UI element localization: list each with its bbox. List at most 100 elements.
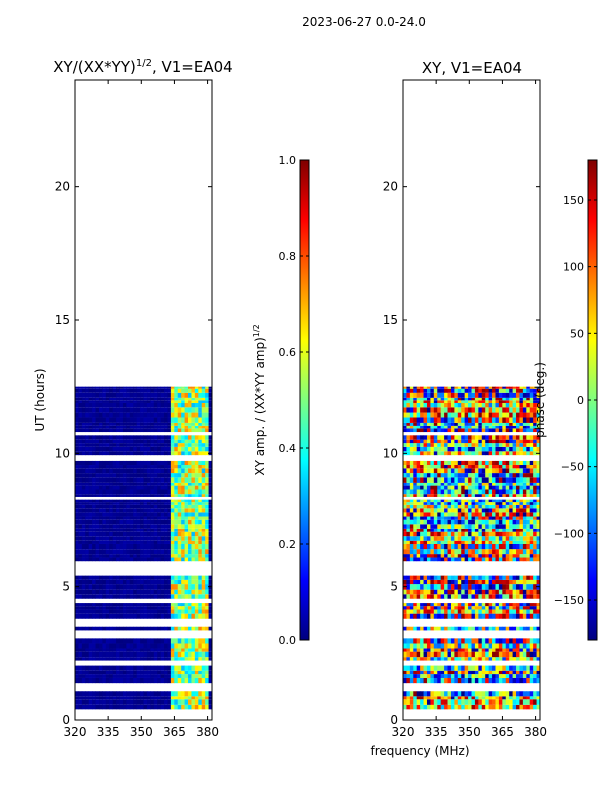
amp-cell bbox=[126, 557, 131, 562]
phase-cell bbox=[454, 699, 459, 705]
amp-cell bbox=[146, 704, 151, 710]
amp-cell bbox=[98, 519, 103, 525]
amp-cell bbox=[136, 439, 141, 444]
phase-cell bbox=[488, 704, 493, 710]
phase-cell bbox=[403, 674, 407, 678]
amp-cell bbox=[157, 422, 162, 426]
amp-cell bbox=[177, 670, 182, 675]
phase-cell bbox=[450, 579, 455, 585]
amp-cell bbox=[198, 643, 203, 649]
phase-cell bbox=[440, 435, 445, 440]
phase-cell bbox=[468, 485, 472, 490]
amp-cell bbox=[140, 489, 144, 495]
amp-cell bbox=[102, 674, 107, 678]
phase-cell bbox=[406, 670, 411, 675]
phase-cell bbox=[533, 412, 537, 418]
phase-cell bbox=[406, 528, 411, 532]
amp-cell bbox=[164, 504, 168, 509]
amp-cell bbox=[119, 468, 124, 474]
amp-cell bbox=[153, 446, 158, 452]
amp-cell bbox=[153, 494, 158, 497]
amp-cell bbox=[208, 402, 213, 408]
amp-cell bbox=[133, 594, 138, 599]
amp-cell bbox=[116, 606, 120, 610]
phase-cell bbox=[416, 422, 421, 426]
amp-cell bbox=[146, 468, 151, 474]
phase-cell bbox=[450, 626, 455, 631]
amp-cell bbox=[112, 651, 117, 658]
amp-cell bbox=[75, 468, 79, 474]
amp-cell bbox=[105, 651, 110, 658]
amp-cell bbox=[92, 425, 96, 429]
phase-cell bbox=[498, 657, 503, 661]
amp-cell bbox=[164, 400, 168, 403]
phase-cell bbox=[505, 482, 510, 486]
amp-cell bbox=[102, 422, 107, 426]
phase-cell bbox=[536, 425, 541, 429]
phase-cell bbox=[437, 422, 442, 426]
phase-cell bbox=[403, 428, 407, 433]
amp-cell bbox=[143, 412, 148, 418]
amp-cell bbox=[136, 531, 141, 537]
phase-cell bbox=[526, 670, 531, 675]
phase-cell bbox=[533, 594, 537, 599]
phase-cell bbox=[409, 446, 414, 452]
phase-cell bbox=[464, 485, 469, 490]
amp-cell bbox=[105, 609, 110, 614]
amp-cell bbox=[170, 691, 175, 697]
phase-cell bbox=[481, 643, 486, 649]
amp-cell bbox=[102, 575, 107, 580]
amp-cell bbox=[167, 388, 172, 393]
phase-cell bbox=[488, 494, 493, 497]
amp-cell bbox=[174, 512, 179, 517]
phase-cell bbox=[420, 477, 424, 483]
amp-cell bbox=[208, 657, 213, 661]
amp-cell bbox=[112, 392, 117, 398]
amp-cell bbox=[95, 439, 100, 444]
amp-cell bbox=[174, 651, 179, 658]
amp-cell bbox=[150, 626, 155, 631]
amp-cell bbox=[153, 400, 158, 403]
phase-cell bbox=[413, 417, 418, 423]
amp-cell bbox=[78, 575, 83, 580]
amp-cell bbox=[98, 594, 103, 599]
amp-cell bbox=[164, 613, 168, 619]
phase-cell bbox=[413, 494, 418, 497]
amp-cell bbox=[177, 657, 182, 661]
amp-cell bbox=[112, 446, 117, 452]
phase-cell bbox=[502, 575, 507, 580]
amp-cell bbox=[153, 502, 158, 505]
phase-cell bbox=[533, 473, 537, 478]
amp-cell bbox=[164, 402, 168, 408]
amp-cell bbox=[188, 670, 192, 675]
phase-cell bbox=[509, 603, 514, 607]
amp-cell bbox=[191, 473, 196, 478]
amp-cell bbox=[98, 502, 103, 505]
phase-cell bbox=[450, 412, 455, 418]
amp-cell bbox=[105, 460, 110, 466]
phase-cell bbox=[420, 603, 424, 607]
amp-cell bbox=[112, 502, 117, 505]
phase-cell bbox=[440, 473, 445, 478]
amp-cell bbox=[177, 603, 182, 607]
amp-cell bbox=[133, 544, 138, 550]
phase-cell bbox=[461, 465, 466, 469]
amp-cell bbox=[136, 665, 141, 671]
phase-cell bbox=[478, 704, 483, 710]
amp-cell bbox=[194, 540, 199, 544]
phase-cell bbox=[505, 540, 510, 544]
phase-cell bbox=[420, 696, 424, 700]
amp-cell bbox=[167, 428, 172, 433]
amp-cell bbox=[205, 502, 209, 505]
amp-cell bbox=[157, 544, 162, 550]
phase-cell bbox=[440, 428, 445, 433]
amp-cell bbox=[102, 516, 107, 520]
phase-cell bbox=[433, 651, 438, 658]
phase-cell bbox=[409, 643, 414, 649]
amp-cell bbox=[85, 531, 90, 537]
phase-cell bbox=[505, 519, 510, 525]
amp-cell bbox=[208, 439, 213, 444]
phase-cell bbox=[519, 439, 524, 444]
phase-cell bbox=[437, 699, 442, 705]
amp-cell bbox=[201, 626, 206, 631]
